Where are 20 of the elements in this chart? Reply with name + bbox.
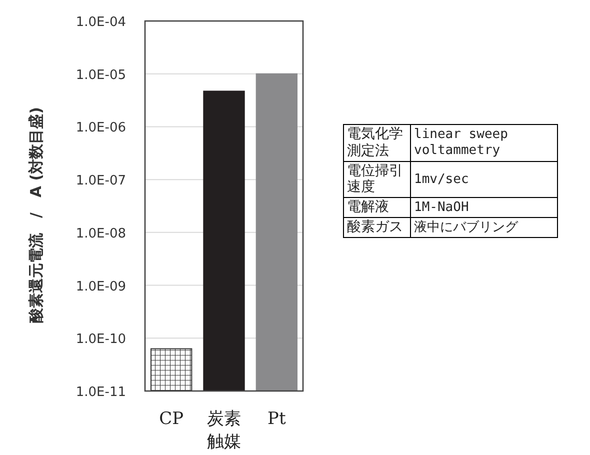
y-tick-label: 1.0E-04 [76, 15, 126, 30]
text: 電気化学測定法 [344, 124, 410, 162]
y-tick-label: 1.0E-11 [76, 385, 126, 400]
text: 1mv/sec [410, 161, 558, 198]
text: 酸素ガス [344, 217, 410, 238]
text: 1M-NaOH [410, 198, 558, 218]
y-tick-label: 1.0E-09 [76, 279, 126, 294]
text: 液中にバブリング [410, 217, 558, 238]
y-tick-label: 1.0E-05 [76, 68, 126, 83]
x-tick-label: Pt [268, 409, 286, 429]
y-axis-title: 酸素還元電流 / A (対数目盛) [27, 106, 45, 324]
x-tick-label: CP [159, 409, 184, 429]
y-tick-label: 1.0E-10 [76, 332, 126, 348]
y-tick-label: 1.0E-08 [76, 226, 126, 242]
text: 電位掃引速度 [344, 161, 410, 198]
text: linear sweep voltammetry [410, 124, 558, 162]
y-tick-label: 1.0E-06 [76, 120, 126, 136]
x-tick-label: 炭素触媒 [207, 409, 241, 452]
y-tick-label: 1.0E-07 [76, 174, 126, 189]
text: 電解液 [344, 198, 410, 218]
